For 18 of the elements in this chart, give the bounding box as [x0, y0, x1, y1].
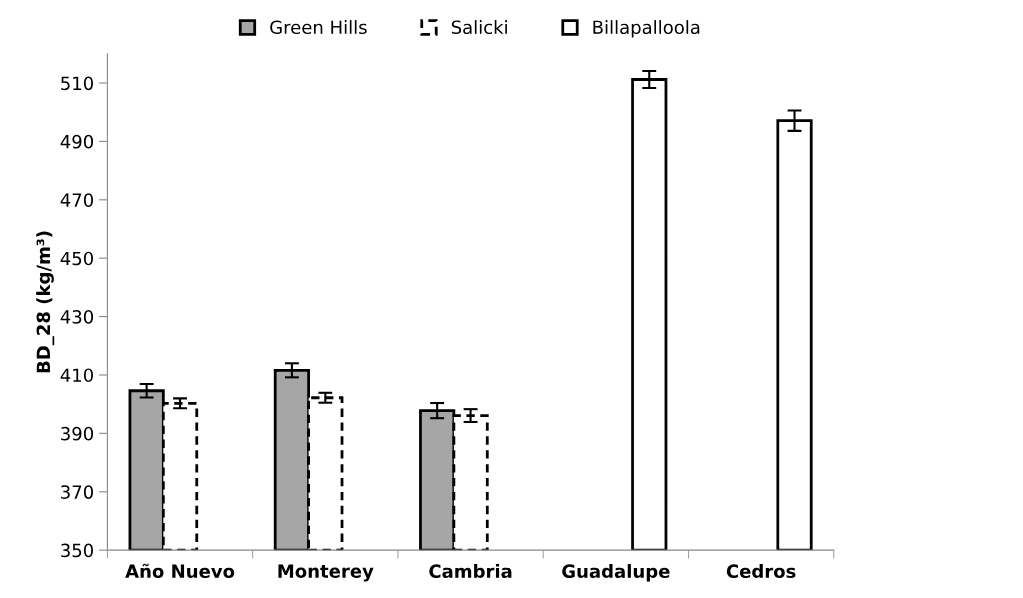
y-tick-label: 370 [61, 485, 94, 499]
y-tick-label: 490 [60, 134, 94, 149]
y-tick-label: 410 [60, 368, 94, 383]
y-axis-title: BD_28 (kg/m³) [36, 231, 55, 373]
x-tick-label: Cambria [429, 564, 512, 579]
x-tick-label: Año Nuevo [125, 563, 235, 579]
x-tick-label: Monterey [278, 564, 374, 582]
legend-label: Salicki [451, 20, 507, 35]
y-tick-label: 390 [61, 426, 94, 441]
x-tick-label: Cedros [726, 564, 796, 579]
y-tick-label: 430 [60, 310, 94, 324]
y-tick-label: 470 [60, 193, 94, 207]
legend-label: Billapalloola [593, 20, 700, 38]
x-tick-label: Guadalupe [562, 564, 670, 582]
y-tick-label: 450 [60, 251, 94, 266]
y-tick-label: 510 [61, 76, 94, 91]
y-tick-label: 350 [61, 543, 94, 558]
legend-label: Green Hills [270, 20, 367, 35]
